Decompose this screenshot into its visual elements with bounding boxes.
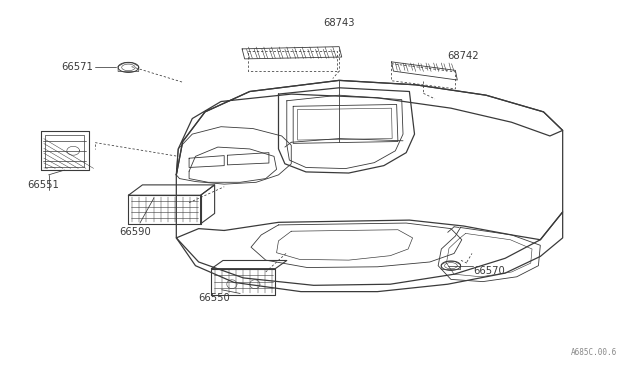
Text: 68742: 68742 xyxy=(448,51,479,61)
Text: A685C.00.6: A685C.00.6 xyxy=(571,348,617,357)
Text: 66590: 66590 xyxy=(119,227,150,237)
Text: 66551: 66551 xyxy=(28,180,60,190)
Text: 66550: 66550 xyxy=(198,294,230,304)
Text: 66571: 66571 xyxy=(61,62,93,73)
Text: 68743: 68743 xyxy=(323,19,355,29)
Text: 66570: 66570 xyxy=(473,266,505,276)
